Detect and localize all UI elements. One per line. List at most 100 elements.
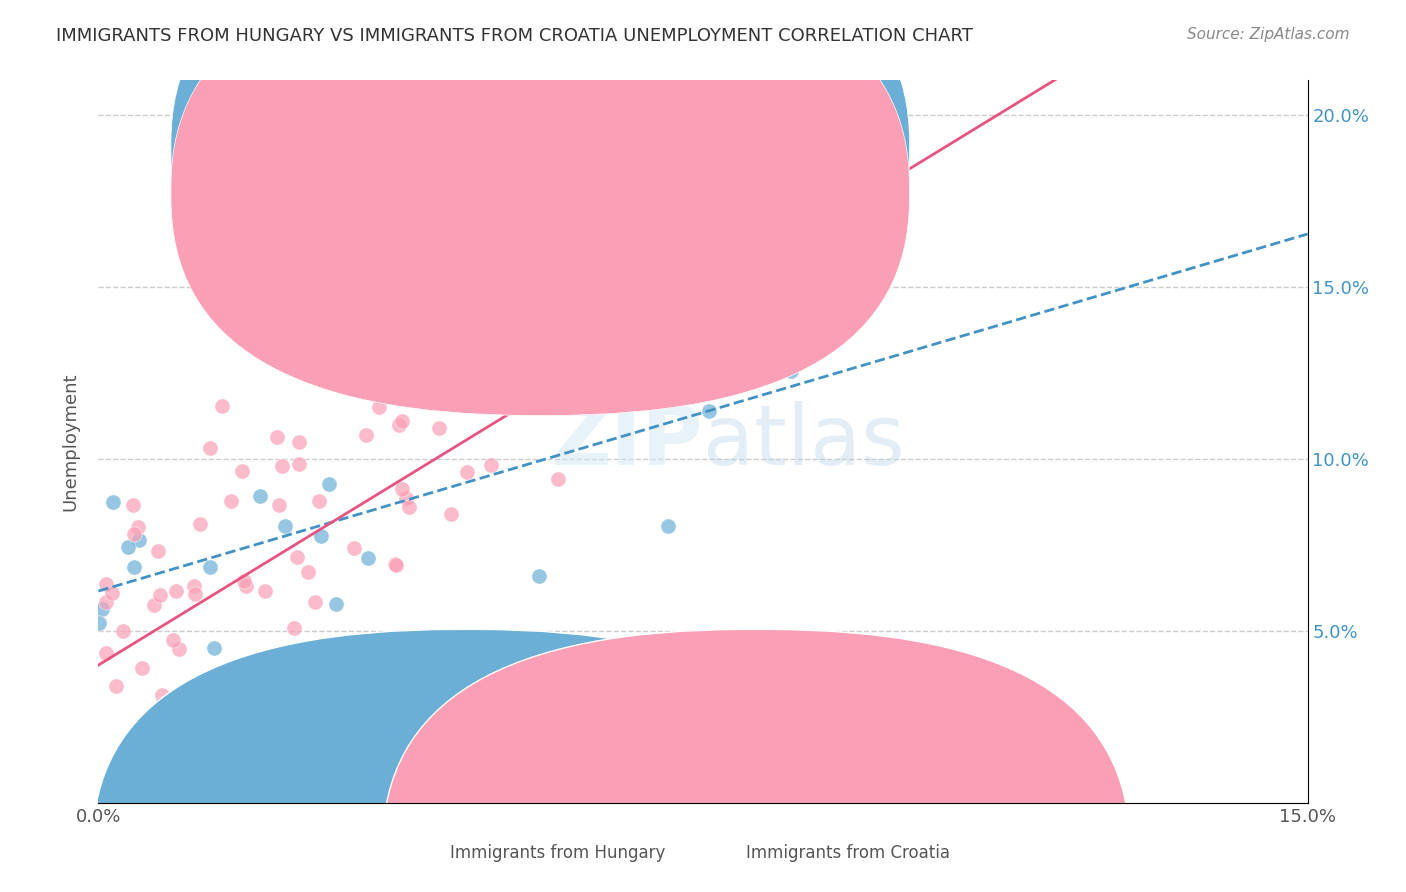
Point <box>183 579 205 593</box>
Point <box>122 560 145 574</box>
Point <box>416 387 439 401</box>
Point <box>288 457 311 471</box>
Point <box>391 482 413 496</box>
Point <box>232 574 254 588</box>
Y-axis label: Unemployment: Unemployment <box>62 372 80 511</box>
Point <box>231 464 253 478</box>
Point <box>105 679 128 693</box>
Point <box>103 495 125 509</box>
Text: R = 0.563   N = 72: R = 0.563 N = 72 <box>564 183 734 202</box>
Point <box>94 646 117 660</box>
Point <box>202 641 225 656</box>
Point <box>94 595 117 609</box>
Point <box>534 212 557 227</box>
Point <box>90 602 112 616</box>
Point <box>156 696 179 710</box>
Point <box>146 543 169 558</box>
Point <box>149 588 172 602</box>
Point <box>152 688 174 702</box>
Text: IMMIGRANTS FROM HUNGARY VS IMMIGRANTS FROM CROATIA UNEMPLOYMENT CORRELATION CHAR: IMMIGRANTS FROM HUNGARY VS IMMIGRANTS FR… <box>56 27 973 45</box>
Point <box>167 642 190 657</box>
Point <box>128 533 150 548</box>
Point <box>527 568 550 582</box>
Point <box>122 527 145 541</box>
Point <box>318 477 340 491</box>
Point <box>388 418 411 433</box>
Point <box>183 586 205 600</box>
Point <box>226 686 249 700</box>
Point <box>336 371 359 385</box>
Point <box>391 414 413 428</box>
Point <box>690 182 713 196</box>
Point <box>94 577 117 591</box>
Point <box>384 558 406 572</box>
Point <box>288 435 311 450</box>
Point <box>325 637 347 651</box>
Point <box>198 559 221 574</box>
Point <box>343 541 366 555</box>
Point <box>112 624 135 638</box>
Point <box>385 558 408 572</box>
Point <box>117 540 139 554</box>
Point <box>224 729 246 743</box>
Point <box>212 696 235 710</box>
Point <box>142 598 165 612</box>
Point <box>188 516 211 531</box>
Point <box>479 458 502 473</box>
Point <box>456 465 478 479</box>
Point <box>283 621 305 635</box>
Point <box>266 430 288 444</box>
Text: Immigrants from Croatia: Immigrants from Croatia <box>747 845 950 863</box>
Point <box>101 585 124 599</box>
Point <box>148 761 170 775</box>
Point <box>263 703 285 717</box>
Point <box>87 615 110 630</box>
Point <box>193 697 215 711</box>
Point <box>304 594 326 608</box>
Point <box>252 680 274 694</box>
Text: ZIP: ZIP <box>551 401 703 482</box>
Point <box>429 421 451 435</box>
FancyBboxPatch shape <box>509 109 872 225</box>
Point <box>162 633 184 648</box>
Point <box>297 565 319 579</box>
Text: atlas: atlas <box>703 401 904 482</box>
FancyBboxPatch shape <box>382 630 1130 892</box>
Point <box>547 472 569 486</box>
Point <box>271 458 294 473</box>
Point <box>211 400 233 414</box>
Point <box>127 520 149 534</box>
Text: Immigrants from Hungary: Immigrants from Hungary <box>450 845 665 863</box>
Point <box>253 583 276 598</box>
Point <box>308 494 330 508</box>
Point <box>697 404 720 418</box>
Point <box>779 364 801 378</box>
Point <box>628 357 651 371</box>
Point <box>367 401 389 415</box>
Point <box>657 519 679 533</box>
Point <box>235 579 257 593</box>
Point <box>470 389 492 403</box>
Point <box>398 500 420 514</box>
Text: Source: ZipAtlas.com: Source: ZipAtlas.com <box>1187 27 1350 42</box>
FancyBboxPatch shape <box>172 0 910 372</box>
Point <box>357 551 380 566</box>
Point <box>219 493 242 508</box>
Point <box>252 685 274 699</box>
Point <box>309 529 332 543</box>
Point <box>325 598 347 612</box>
Point <box>354 428 377 442</box>
Point <box>165 583 187 598</box>
Point <box>285 550 308 565</box>
Point <box>150 697 173 711</box>
Point <box>671 296 693 310</box>
Point <box>582 347 605 361</box>
FancyBboxPatch shape <box>93 630 839 892</box>
Point <box>316 654 339 668</box>
Point <box>121 498 143 512</box>
Point <box>131 661 153 675</box>
Point <box>395 491 418 505</box>
Point <box>198 441 221 455</box>
Point <box>249 489 271 503</box>
Point <box>299 680 322 694</box>
